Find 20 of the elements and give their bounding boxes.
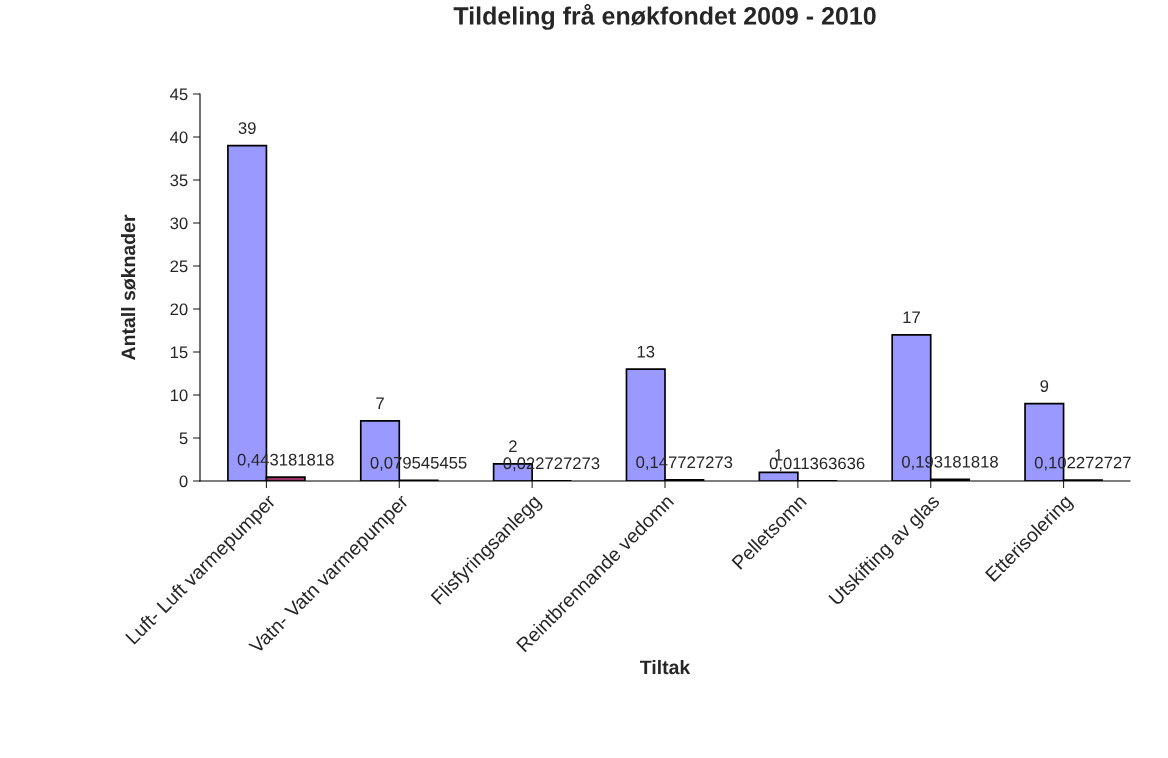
chart-title: Tildeling frå enøkfondet 2009 - 2010 bbox=[453, 3, 876, 30]
y-tick-label: 25 bbox=[170, 260, 188, 273]
data-label: 2 bbox=[509, 440, 517, 453]
y-tick-label: 40 bbox=[170, 131, 188, 144]
y-tick-label: 5 bbox=[179, 432, 188, 445]
y-axis-title: Antall søknader bbox=[120, 214, 136, 360]
data-label: 17 bbox=[903, 311, 920, 324]
data-label: 9 bbox=[1040, 380, 1049, 392]
data-label: 7 bbox=[376, 397, 384, 410]
data-label: 0,022727273 bbox=[503, 457, 600, 472]
y-tick-label: 30 bbox=[170, 217, 188, 230]
y-tick-label: 20 bbox=[170, 303, 188, 316]
y-tick-label: 0 bbox=[179, 475, 188, 488]
data-label: 13 bbox=[637, 345, 655, 358]
x-axis-title: Tiltak bbox=[640, 659, 691, 675]
data-label: 39 bbox=[238, 122, 256, 134]
y-tick-label: 45 bbox=[170, 88, 188, 101]
y-tick-label: 10 bbox=[170, 389, 188, 402]
y-tick-label: 15 bbox=[170, 346, 188, 359]
y-tick-label: 35 bbox=[170, 174, 188, 187]
